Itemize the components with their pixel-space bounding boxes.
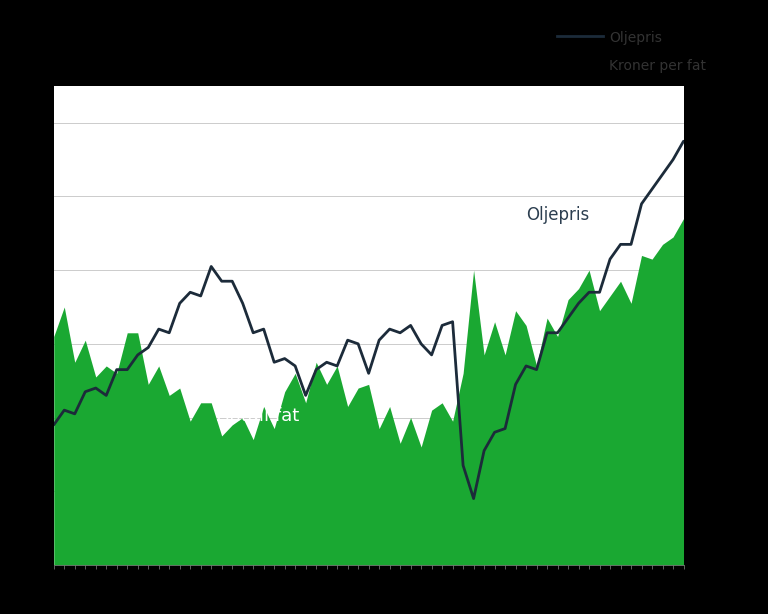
Text: Oljepris: Oljepris	[609, 31, 662, 45]
Text: Kroner per fat: Kroner per fat	[609, 60, 706, 73]
Text: Antall fat: Antall fat	[217, 407, 300, 426]
Text: Oljepris: Oljepris	[526, 206, 589, 224]
